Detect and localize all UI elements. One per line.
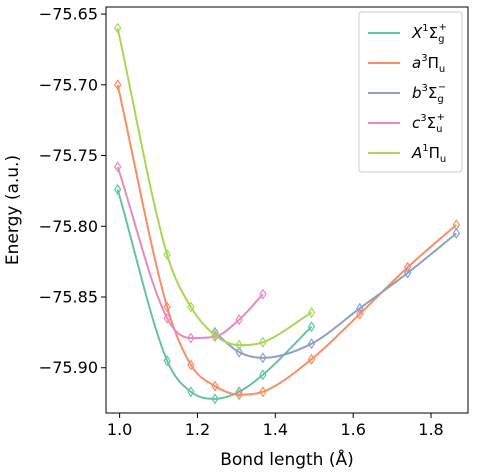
data-point [113, 183, 122, 196]
data-point [259, 336, 267, 348]
legend-entry: b3Σg− [368, 82, 446, 105]
x-tick-label: 1.0 [107, 420, 132, 439]
data-point [187, 386, 195, 398]
data-point [113, 79, 122, 91]
data-point [211, 331, 219, 343]
data-point [211, 393, 219, 405]
data-point [356, 302, 364, 314]
data-point [307, 321, 316, 333]
series-0 [113, 183, 316, 405]
y-tick-label: −75.90 [39, 358, 98, 377]
series-line [116, 28, 313, 347]
y-tick-label: −75.70 [39, 75, 98, 94]
data-point [452, 227, 461, 239]
data-point [307, 353, 316, 365]
data-point [163, 312, 171, 324]
x-tick-label: 1.8 [418, 420, 443, 439]
legend-entry: a3Πu [368, 53, 445, 75]
data-point [259, 369, 267, 381]
data-point [235, 386, 243, 398]
legend-entry: c3Σu+ [368, 112, 445, 135]
plot-frame [105, 6, 469, 414]
series-4 [113, 22, 316, 351]
data-point [403, 267, 412, 279]
data-point [187, 332, 195, 344]
series-line [214, 232, 457, 359]
data-point [235, 346, 243, 358]
axes-layer: 1.0 1.2 1.4 1.6 1.8 −75.65 −75.70 −75.75 −75.80 −… [39, 5, 444, 439]
legend-label: a3Πu [412, 53, 445, 75]
legend: X1Σg+ a3Πu b3Σg− c3Σu+ A1Πu [358, 11, 463, 173]
x-axis-label: Bond length (Å) [220, 448, 354, 470]
y-tick-label: −75.80 [39, 217, 98, 236]
legend-entry: X1Σg+ [368, 22, 447, 45]
y-tick-label: −75.75 [39, 146, 98, 165]
legend-entry: A1Πu [368, 143, 446, 165]
legend-label: X1Σg+ [411, 22, 447, 45]
x-tick-label: 1.6 [340, 420, 365, 439]
data-point [187, 359, 195, 371]
y-tick-label: −75.65 [39, 5, 98, 24]
data-point [235, 339, 243, 351]
data-point [113, 161, 122, 173]
data-point [259, 288, 267, 300]
data-point [163, 248, 171, 261]
legend-box [358, 11, 463, 173]
series-line [116, 166, 264, 340]
x-tick-label: 1.4 [263, 420, 288, 439]
series-layer [113, 22, 461, 405]
legend-entries: X1Σg+ a3Πu b3Σg− c3Σu+ A1Πu [368, 22, 447, 165]
legend-label: c3Σu+ [412, 112, 445, 135]
legend-label: b3Σg− [412, 82, 446, 105]
data-point [163, 355, 171, 367]
data-point [235, 389, 243, 401]
data-point [211, 380, 219, 392]
data-point [211, 329, 219, 341]
data-point [307, 338, 316, 350]
data-point [187, 301, 195, 313]
series-line [116, 189, 313, 400]
data-point [307, 306, 316, 319]
series-3 [113, 161, 267, 344]
x-tick-label: 1.2 [185, 420, 210, 439]
data-point [235, 314, 243, 326]
data-point [163, 301, 171, 313]
data-point [259, 386, 267, 398]
data-point [356, 308, 364, 320]
y-axis-label: Energy (a.u.) [3, 155, 23, 265]
legend-label: A1Πu [411, 143, 446, 165]
data-point [259, 352, 267, 364]
y-tick-label: −75.85 [39, 288, 98, 307]
data-point [113, 22, 122, 34]
series-2 [211, 227, 461, 364]
